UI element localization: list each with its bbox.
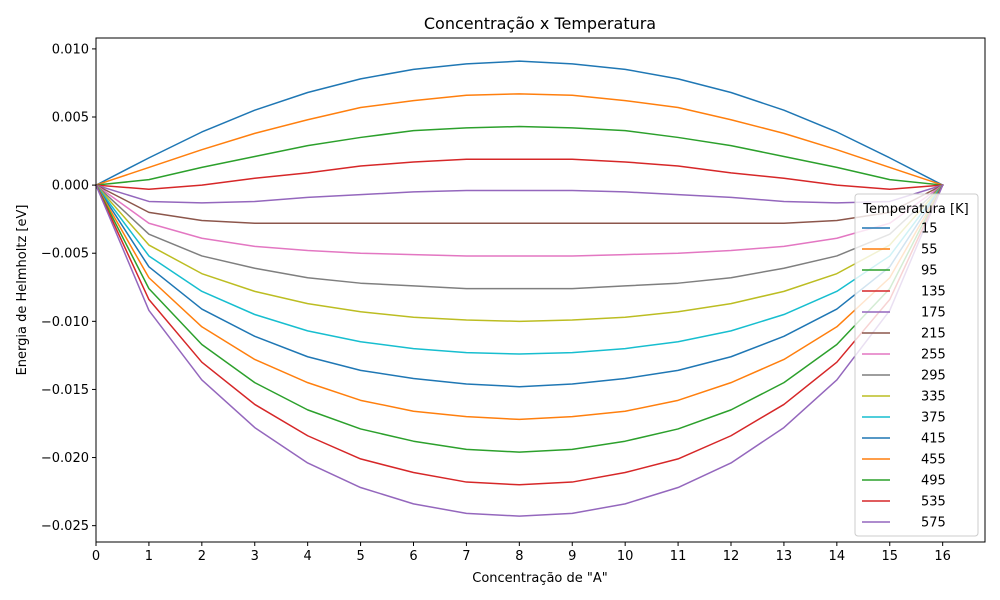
legend-title: Temperatura [K] bbox=[862, 202, 968, 217]
y-tick-label: 0.005 bbox=[52, 111, 89, 126]
x-tick-label: 1 bbox=[145, 549, 153, 564]
series-line-575 bbox=[95, 184, 944, 517]
series-line-215 bbox=[94, 184, 944, 224]
series-line-415 bbox=[94, 184, 944, 388]
legend-label-135: 135 bbox=[921, 285, 946, 300]
x-tick-label: 10 bbox=[617, 549, 634, 564]
series-line-135 bbox=[95, 158, 944, 190]
legend-label-15: 15 bbox=[921, 222, 938, 237]
series-line-495 bbox=[94, 184, 944, 453]
series-line-55 bbox=[95, 93, 944, 187]
legend-label-175: 175 bbox=[921, 306, 946, 321]
series-line-15 bbox=[94, 60, 944, 187]
x-tick-label: 8 bbox=[515, 549, 523, 564]
legend-label-95: 95 bbox=[921, 264, 938, 279]
x-axis-label: Concentração de "A" bbox=[472, 571, 608, 586]
legend-label-575: 575 bbox=[921, 516, 946, 531]
x-tick-label: 2 bbox=[198, 549, 206, 564]
legend-items: 15 55 95 135 175 215 255 295 335 375 415 455 495 535 5… bbox=[862, 222, 946, 531]
x-tick-label: 0 bbox=[92, 549, 100, 564]
series-line-255 bbox=[94, 184, 944, 257]
legend-label-535: 535 bbox=[921, 495, 946, 510]
series-line-455 bbox=[94, 184, 944, 421]
legend-label-255: 255 bbox=[921, 348, 946, 363]
x-tick-label: 6 bbox=[409, 549, 417, 564]
x-tick-label: 4 bbox=[304, 549, 312, 564]
x-tick-label: 12 bbox=[723, 549, 740, 564]
legend-label-455: 455 bbox=[921, 453, 946, 468]
y-tick-label: 0.000 bbox=[52, 179, 89, 194]
x-tick-label: 13 bbox=[776, 549, 793, 564]
legend-label-295: 295 bbox=[921, 369, 946, 384]
x-tick-label: 5 bbox=[356, 549, 364, 564]
y-tick-label: 0.010 bbox=[52, 42, 89, 57]
legend-label-495: 495 bbox=[921, 474, 946, 489]
y-tick-label: −0.010 bbox=[41, 315, 89, 330]
y-tick-label: −0.025 bbox=[41, 519, 89, 534]
series-line-95 bbox=[95, 125, 944, 186]
x-tick-label: 16 bbox=[934, 549, 951, 564]
x-tick-label: 11 bbox=[670, 549, 687, 564]
x-tick-label: 9 bbox=[568, 549, 576, 564]
series-line-535 bbox=[95, 184, 944, 486]
chart-title: Concentração x Temperatura bbox=[424, 14, 656, 33]
legend-label-335: 335 bbox=[921, 390, 946, 405]
legend-box bbox=[854, 193, 979, 537]
y-tick-label: −0.020 bbox=[41, 451, 89, 466]
legend-label-415: 415 bbox=[921, 432, 946, 447]
x-tick-label: 14 bbox=[829, 549, 846, 564]
x-tick-label: 15 bbox=[881, 549, 898, 564]
plot-frame bbox=[95, 37, 986, 543]
y-axis-ticks: −0.025 −0.020 −0.015 −0.010 −0.005 0.000 0.005… bbox=[41, 42, 96, 534]
series-line-375 bbox=[94, 184, 944, 355]
x-axis-ticks: 0 1 2 3 4 5 6 7 8 9 10 11 12 13 14 15 16 bbox=[92, 542, 951, 564]
x-tick-label: 3 bbox=[251, 549, 259, 564]
y-axis-label: Energia de Helmholtz [eV] bbox=[15, 205, 30, 376]
legend-label-55: 55 bbox=[921, 243, 938, 258]
x-tick-label: 7 bbox=[462, 549, 470, 564]
y-tick-label: −0.005 bbox=[41, 247, 89, 262]
series-line-175 bbox=[95, 184, 944, 204]
y-tick-label: −0.015 bbox=[41, 383, 89, 398]
series-line-295 bbox=[94, 184, 944, 290]
series-line-335 bbox=[94, 184, 944, 323]
legend-label-215: 215 bbox=[921, 327, 946, 342]
legend: Temperatura [K] 15 55 95 135 175 215 255 295 335… bbox=[854, 193, 979, 537]
legend-label-375: 375 bbox=[921, 411, 946, 426]
series-layer bbox=[94, 60, 944, 517]
